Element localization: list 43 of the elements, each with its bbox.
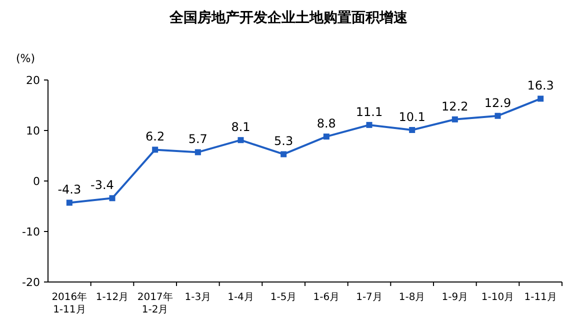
point bbox=[152, 146, 158, 153]
x-tick-label: 1-6月 bbox=[313, 292, 340, 303]
x-tick-label: 1-12月 bbox=[96, 292, 129, 303]
y-tick-label: 0 bbox=[33, 175, 40, 188]
point bbox=[494, 112, 501, 119]
x-tick-label: 1-3月 bbox=[184, 292, 212, 303]
x-tick-label: 1-5月 bbox=[270, 292, 297, 303]
data-label: 16.3 bbox=[527, 78, 554, 93]
x-tick-label: 1-7月 bbox=[356, 292, 382, 303]
y-tick-label: -20 bbox=[22, 276, 40, 289]
x-tick-label: 2017年 1-2月 bbox=[137, 291, 173, 316]
point bbox=[538, 96, 544, 102]
point bbox=[238, 137, 244, 144]
data-label: 10.1 bbox=[398, 110, 426, 124]
x-tick-label: 1-10月 bbox=[481, 292, 514, 303]
data-label: 8.8 bbox=[316, 116, 336, 131]
point bbox=[366, 122, 372, 128]
data-label: 12.9 bbox=[484, 96, 512, 110]
point bbox=[323, 134, 330, 140]
data-label: 5.7 bbox=[188, 132, 208, 146]
data-label: 12.2 bbox=[442, 99, 468, 114]
data-label: 8.1 bbox=[231, 120, 250, 134]
y-tick-label: 20 bbox=[26, 74, 40, 87]
x-tick-label: 1-8月 bbox=[398, 292, 426, 303]
data-label: -4.3 bbox=[58, 182, 82, 197]
data-label: 6.2 bbox=[146, 130, 165, 144]
data-label: 5.3 bbox=[274, 134, 294, 148]
x-tick-label: 1-4月 bbox=[228, 292, 254, 303]
x-tick-label: 1-11月 bbox=[524, 292, 557, 303]
y-tick-label: -10 bbox=[22, 226, 40, 238]
point bbox=[409, 126, 416, 133]
point bbox=[194, 149, 201, 156]
y-axis-title: (%) bbox=[16, 52, 36, 65]
chart-title: 全国房地产开发企业土地购置面积增速 bbox=[168, 9, 408, 26]
y-tick-label: 10 bbox=[26, 124, 40, 138]
point bbox=[452, 116, 458, 122]
data-label: -3.4 bbox=[90, 178, 114, 192]
point bbox=[280, 151, 287, 158]
point bbox=[109, 195, 116, 202]
point bbox=[66, 200, 72, 206]
x-tick-label: 2016年 1-11月 bbox=[52, 291, 88, 316]
x-tick-label: 1-9月 bbox=[442, 292, 468, 303]
data-label: 11.1 bbox=[356, 104, 383, 119]
